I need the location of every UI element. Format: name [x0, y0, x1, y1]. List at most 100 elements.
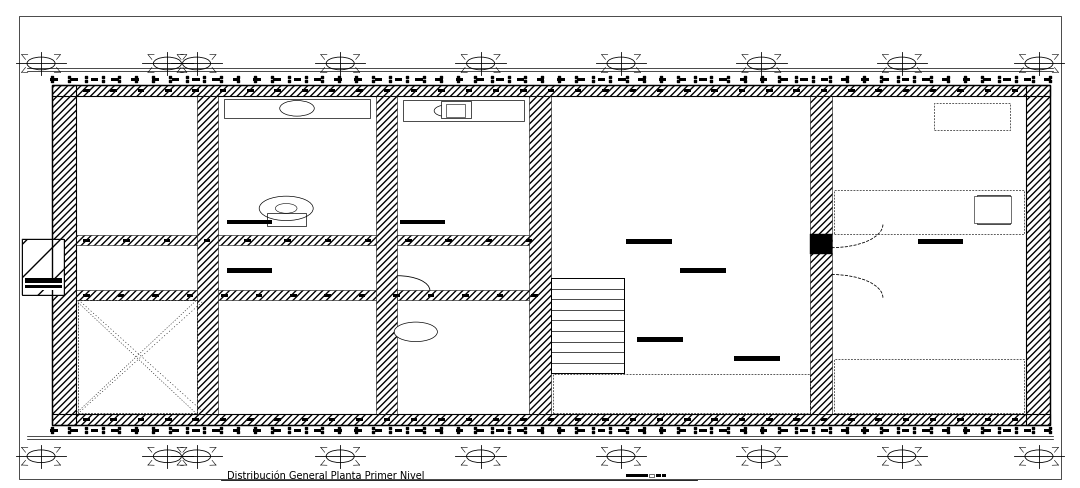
Bar — [403, 100, 524, 121]
Point — [1008, 425, 1025, 432]
Point — [246, 428, 264, 436]
Point — [602, 428, 619, 436]
Point — [534, 428, 551, 436]
Point — [669, 425, 686, 432]
Bar — [359, 294, 365, 297]
Point — [432, 425, 449, 432]
Bar — [70, 78, 78, 81]
Bar — [603, 89, 609, 92]
Point — [330, 425, 348, 432]
Point — [821, 77, 838, 84]
Bar — [516, 78, 524, 81]
Point — [922, 428, 940, 436]
Point — [145, 73, 162, 81]
Bar — [219, 418, 226, 421]
Point — [703, 73, 720, 81]
Bar — [192, 78, 200, 81]
Point — [1041, 425, 1058, 432]
Point — [43, 73, 60, 81]
Bar — [465, 89, 472, 92]
Bar — [52, 85, 1050, 96]
Bar — [375, 78, 382, 81]
Bar — [247, 89, 254, 92]
Point — [264, 77, 281, 84]
Bar — [712, 89, 718, 92]
Bar — [862, 78, 869, 81]
Point — [635, 77, 652, 84]
Bar — [151, 78, 159, 81]
Bar — [821, 418, 827, 421]
Point — [246, 73, 264, 81]
Point — [770, 77, 787, 84]
Bar — [76, 290, 387, 300]
Point — [584, 77, 602, 84]
Bar — [637, 337, 683, 342]
Point — [264, 425, 281, 432]
Point — [821, 428, 838, 436]
Point — [838, 77, 855, 84]
Bar — [903, 89, 909, 92]
Bar — [70, 429, 78, 432]
Bar — [537, 429, 544, 432]
Bar — [962, 78, 970, 81]
Point — [314, 73, 332, 81]
Point — [534, 73, 551, 81]
Bar — [918, 239, 963, 244]
Bar — [679, 429, 687, 432]
Point — [365, 428, 382, 436]
Point — [855, 77, 873, 84]
Point — [889, 425, 906, 432]
Point — [618, 73, 635, 81]
Bar — [810, 234, 832, 254]
Bar — [110, 418, 117, 421]
Bar — [253, 78, 260, 81]
Bar — [50, 78, 58, 81]
Point — [77, 428, 94, 436]
Point — [990, 73, 1008, 81]
Point — [635, 73, 652, 81]
Point — [703, 428, 720, 436]
Bar — [537, 78, 544, 81]
Bar — [974, 196, 1011, 223]
Point — [737, 428, 754, 436]
Point — [719, 428, 737, 436]
Bar — [780, 78, 787, 81]
Bar — [253, 429, 260, 432]
Point — [399, 428, 416, 436]
Point — [195, 77, 213, 84]
Point — [449, 425, 467, 432]
Bar — [957, 89, 963, 92]
Point — [686, 77, 703, 84]
Bar — [376, 96, 397, 414]
Bar — [810, 234, 832, 254]
Point — [719, 73, 737, 81]
Bar — [575, 89, 581, 92]
Point — [1024, 73, 1041, 81]
Point — [280, 425, 297, 432]
Bar — [22, 239, 64, 295]
Point — [77, 77, 94, 84]
Bar — [462, 294, 469, 297]
Point — [399, 425, 416, 432]
Bar — [492, 89, 499, 92]
Bar — [52, 85, 76, 425]
Bar — [922, 78, 930, 81]
Point — [567, 425, 584, 432]
Point — [754, 77, 771, 84]
Bar — [118, 294, 124, 297]
Bar — [273, 429, 281, 432]
Bar — [172, 429, 179, 432]
Bar — [766, 418, 772, 421]
Point — [737, 73, 754, 81]
Point — [229, 77, 246, 84]
Point — [246, 77, 264, 84]
Bar — [294, 429, 301, 432]
Bar — [548, 418, 554, 421]
Point — [1008, 77, 1025, 84]
Point — [855, 428, 873, 436]
Point — [111, 425, 129, 432]
Bar — [395, 429, 403, 432]
Bar — [740, 429, 747, 432]
Bar — [618, 78, 625, 81]
Bar — [325, 239, 332, 242]
